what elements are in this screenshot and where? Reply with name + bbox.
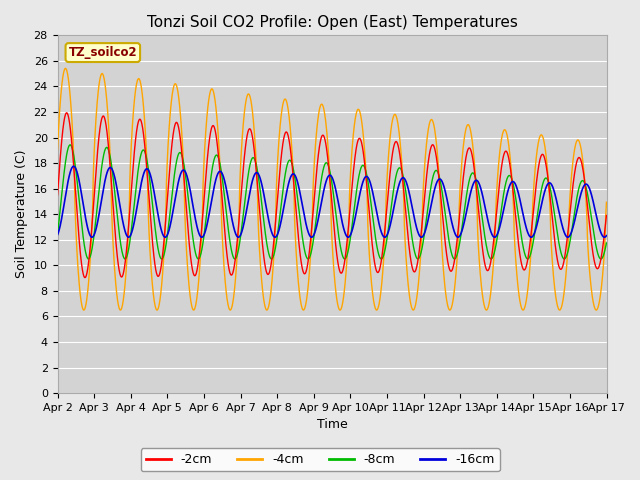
- X-axis label: Time: Time: [317, 419, 348, 432]
- Y-axis label: Soil Temperature (C): Soil Temperature (C): [15, 150, 28, 278]
- Title: Tonzi Soil CO2 Profile: Open (East) Temperatures: Tonzi Soil CO2 Profile: Open (East) Temp…: [147, 15, 518, 30]
- Legend: -2cm, -4cm, -8cm, -16cm: -2cm, -4cm, -8cm, -16cm: [141, 448, 499, 471]
- Text: TZ_soilco2: TZ_soilco2: [68, 46, 137, 59]
